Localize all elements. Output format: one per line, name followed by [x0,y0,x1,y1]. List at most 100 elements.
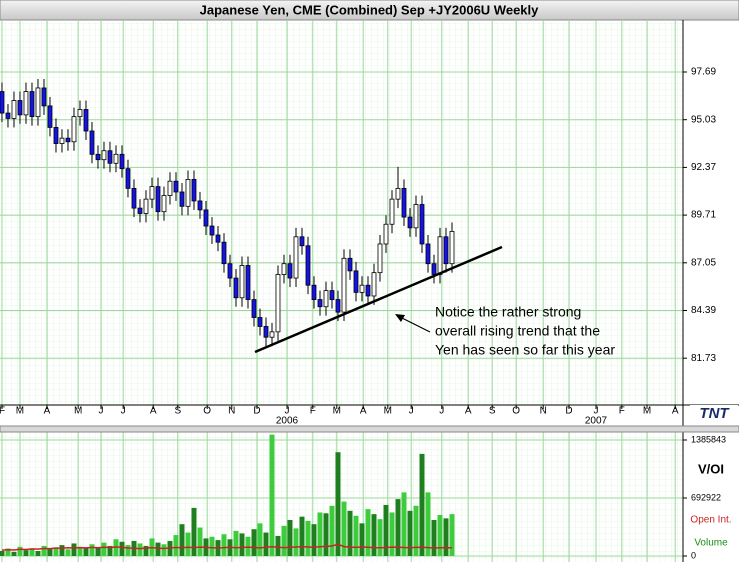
candle-body [245,265,251,300]
candle-body [131,187,137,209]
volume-bar [191,507,197,557]
chart-title: Japanese Yen, CME (Combined) Sep +JY2006… [200,2,540,17]
volume-bar [317,512,323,557]
volume-bar [269,434,275,557]
candle-body [221,241,227,265]
x-tick-label: J [121,406,126,417]
candle [113,145,119,173]
candle-body [317,299,323,308]
volume-bar [119,541,125,557]
candle [23,82,29,124]
candle-body [449,231,455,265]
candle [239,256,245,307]
candle-body [83,109,89,132]
candle [77,100,83,126]
volume-bar [359,523,365,557]
x-tick-label: N [228,406,235,417]
y-tick-label: 0 [691,550,696,560]
candle [449,222,455,273]
y-tick-label: 97.69 [691,67,716,78]
x-tick-label: J [98,406,103,417]
x-tick-label: A [360,406,367,417]
candle [155,177,161,221]
candle-body [179,191,185,207]
candle-body [413,204,419,229]
y-tick-label: 89.71 [691,210,716,221]
volume-bar [425,492,431,557]
candle-body [167,180,173,196]
candle [389,190,395,234]
volume-bar [125,545,131,557]
candle [299,227,305,255]
candle-body [227,263,233,279]
volume-bar [371,514,377,557]
annotation: Yen has seen so far this year [435,342,615,358]
volume-bar [257,523,263,557]
candle [167,172,173,205]
candle [185,170,191,216]
x-tick-label: M [74,406,82,417]
candle [341,249,347,322]
volume-bar [287,520,293,557]
volume-bar [323,513,329,557]
volume-bar [281,525,287,557]
candle [323,281,329,316]
volume-bar [431,520,437,557]
candle [173,172,179,201]
candle-body [125,168,131,189]
volume-bar [137,543,143,557]
candle [191,170,197,210]
candle [11,91,17,128]
volume-bar [71,543,77,557]
arrow-head [395,314,405,322]
volume-bar [233,530,239,557]
candle [161,186,167,221]
candle [209,217,215,244]
volume-bar [449,514,455,557]
candle-body [281,263,287,275]
candle [377,235,383,282]
candle-body [383,223,389,245]
candle [317,290,323,316]
volume-bar [413,505,419,557]
candle-body [371,272,377,297]
volume-bar [23,550,29,557]
candle [353,261,359,302]
volume-bar [335,452,341,557]
logo-box [690,405,738,423]
year-label: 2006 [276,416,299,427]
candle-body [0,91,5,114]
candle-body [155,186,161,213]
candle [0,82,5,123]
x-tick-label: A [465,406,472,417]
candle-body [161,195,167,213]
candle-body [275,274,281,333]
year-label: 2007 [585,416,608,427]
volume-bar [185,532,191,557]
volume-bar [35,550,41,557]
x-tick-label: M [384,406,392,417]
candle [101,141,107,169]
volume-bar [389,512,395,557]
annotation: Notice the rather strong [435,304,581,320]
candle-body [347,257,353,272]
candle [119,145,125,178]
candle [53,118,59,153]
candle-body [209,225,215,236]
candle [401,179,407,227]
x-tick-label: J [593,406,598,417]
candle-body [71,116,77,143]
candle [425,235,431,273]
volume-bar [47,548,53,557]
candle-body [395,187,401,200]
candle [143,190,149,223]
volume-bar [443,518,449,557]
candle [95,145,101,169]
x-tick-label: A [44,406,51,417]
candle [5,104,11,128]
candle [17,91,23,124]
x-tick-label: J [284,406,289,417]
candle [215,226,221,252]
candle-body [29,91,35,118]
